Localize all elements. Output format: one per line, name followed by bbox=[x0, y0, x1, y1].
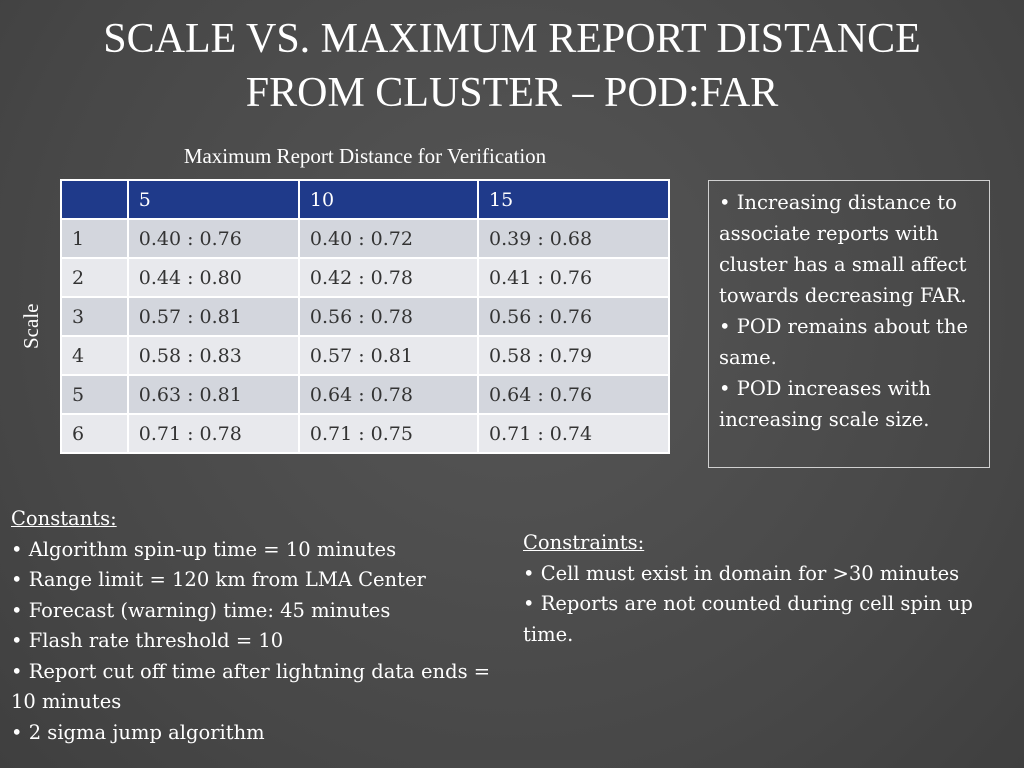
table-cell: 0.71 : 0.78 bbox=[126, 413, 300, 454]
notes-box: • Increasing distance to associate repor… bbox=[708, 180, 990, 468]
table-row: 6 0.71 : 0.78 0.71 : 0.75 0.71 : 0.74 bbox=[60, 413, 671, 454]
table-cell: 0.40 : 0.72 bbox=[297, 218, 479, 259]
constraint-item: • Cell must exist in domain for >30 minu… bbox=[523, 561, 960, 585]
constants-heading: Constants: bbox=[11, 507, 117, 530]
header-cell-distance-10: 10 bbox=[297, 179, 479, 220]
table-row: 2 0.44 : 0.80 0.42 : 0.78 0.41 : 0.76 bbox=[60, 257, 671, 298]
pod-far-table: 5 10 15 1 0.40 : 0.76 0.40 : 0.72 0.39 :… bbox=[60, 179, 671, 454]
constants-block: Constants: • Algorithm spin-up time = 10… bbox=[11, 504, 511, 748]
table-cell: 0.58 : 0.83 bbox=[126, 335, 300, 376]
table-row: 5 0.63 : 0.81 0.64 : 0.78 0.64 : 0.76 bbox=[60, 374, 671, 415]
note-pod-same: • POD remains about the same. bbox=[719, 315, 968, 369]
constant-item: • Range limit = 120 km from LMA Center bbox=[11, 568, 426, 591]
table-cell: 0.64 : 0.78 bbox=[297, 374, 479, 415]
slide-title-line-2: FROM CLUSTER – POD:FAR bbox=[245, 70, 779, 116]
constant-item: • Report cut off time after lightning da… bbox=[11, 659, 491, 714]
table-cell: 0.63 : 0.81 bbox=[126, 374, 300, 415]
table-cell: 0.56 : 0.76 bbox=[476, 296, 671, 337]
table-row: 1 0.40 : 0.76 0.40 : 0.72 0.39 : 0.68 bbox=[60, 218, 671, 259]
table-cell: 0.40 : 0.76 bbox=[126, 218, 300, 259]
constraints-block: Constraints: • Cell must exist in domain… bbox=[523, 528, 1023, 650]
table-row: 4 0.58 : 0.83 0.57 : 0.81 0.58 : 0.79 bbox=[60, 335, 671, 376]
constant-item: • 2 sigma jump algorithm bbox=[11, 720, 265, 744]
table-cell: 0.42 : 0.78 bbox=[297, 257, 479, 298]
row-scale-cell: 2 bbox=[60, 257, 129, 298]
table-cell: 0.44 : 0.80 bbox=[126, 257, 300, 298]
table-cell: 0.41 : 0.76 bbox=[476, 257, 671, 298]
table-cell: 0.57 : 0.81 bbox=[297, 335, 479, 376]
slide-title-line-1: SCALE VS. MAXIMUM REPORT DISTANCE bbox=[103, 16, 921, 62]
row-scale-cell: 1 bbox=[60, 218, 129, 259]
constant-item: • Forecast (warning) time: 45 minutes bbox=[11, 598, 391, 622]
row-scale-cell: 6 bbox=[60, 413, 129, 454]
table-cell: 0.71 : 0.74 bbox=[476, 413, 671, 454]
table-header-row: 5 10 15 bbox=[60, 179, 671, 220]
constant-item: • Flash rate threshold = 10 bbox=[11, 629, 284, 652]
table-cell: 0.39 : 0.68 bbox=[476, 218, 671, 259]
constant-item: • Algorithm spin-up time = 10 minutes bbox=[11, 537, 397, 561]
note-pod-increases: • POD increases with increasing scale si… bbox=[719, 377, 931, 431]
row-scale-cell: 3 bbox=[60, 296, 129, 337]
header-cell-distance-5: 5 bbox=[126, 179, 300, 220]
header-cell-corner bbox=[60, 179, 129, 220]
scale-axis-label: Scale bbox=[19, 303, 43, 349]
table-cell: 0.71 : 0.75 bbox=[297, 413, 479, 454]
row-scale-cell: 5 bbox=[60, 374, 129, 415]
table-caption: Maximum Report Distance for Verification bbox=[183, 144, 547, 168]
table-cell: 0.57 : 0.81 bbox=[126, 296, 300, 337]
slide-title: SCALE VS. MAXIMUM REPORT DISTANCE FROM C… bbox=[0, 12, 1024, 120]
header-cell-distance-15: 15 bbox=[476, 179, 671, 220]
table-cell: 0.58 : 0.79 bbox=[476, 335, 671, 376]
note-far: • Increasing distance to associate repor… bbox=[719, 191, 967, 307]
table-cell: 0.64 : 0.76 bbox=[476, 374, 671, 415]
table-cell: 0.56 : 0.78 bbox=[297, 296, 479, 337]
constraints-heading: Constraints: bbox=[523, 531, 645, 554]
constraint-item: • Reports are not counted during cell sp… bbox=[523, 592, 973, 646]
table-row: 3 0.57 : 0.81 0.56 : 0.78 0.56 : 0.76 bbox=[60, 296, 671, 337]
row-scale-cell: 4 bbox=[60, 335, 129, 376]
